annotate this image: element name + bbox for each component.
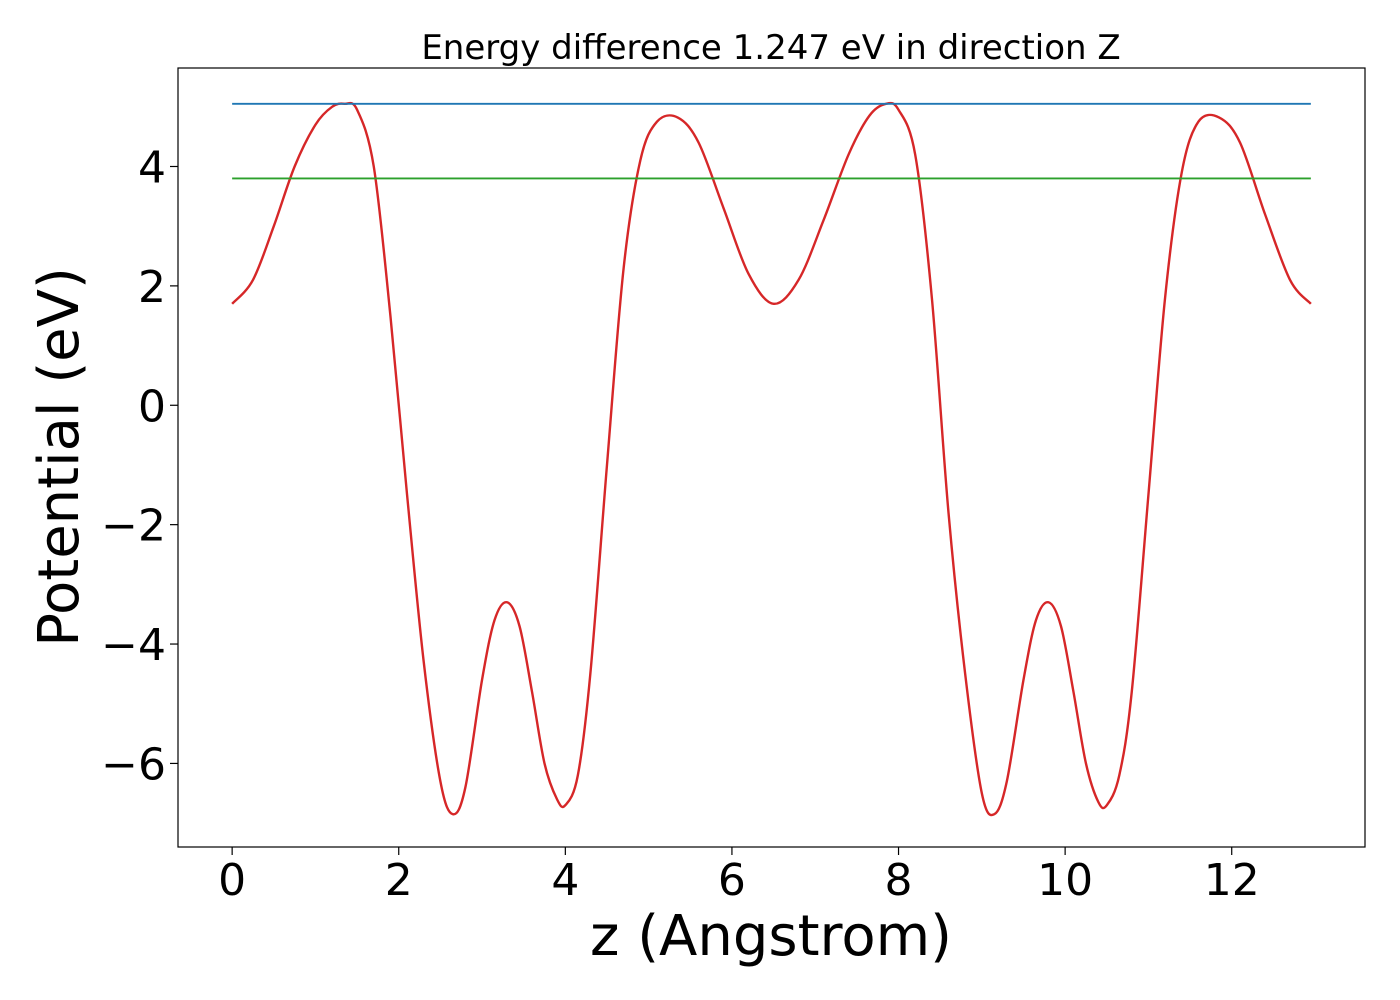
chart-title: Energy difference 1.247 eV in direction …	[421, 28, 1120, 68]
y-axis-label: Potential (eV)	[27, 267, 92, 647]
y-tick-label-4: 2	[138, 262, 166, 313]
y-axis: −6 −4 −2 0 2 4	[101, 142, 178, 790]
x-axis-label: z (Angstrom)	[590, 904, 952, 969]
x-tick-label-3: 6	[718, 855, 746, 906]
y-tick-label-5: 4	[138, 142, 166, 193]
series-line-0	[231, 101, 1312, 817]
x-axis: 0 2 4 6 8 10 12	[218, 847, 1260, 906]
series-layer	[231, 101, 1312, 817]
y-tick-label-3: 0	[138, 381, 166, 432]
x-tick-label-4: 8	[885, 855, 913, 906]
plot-frame	[177, 67, 1366, 848]
x-tick-label-5: 10	[1037, 855, 1093, 906]
y-tick-label-1: −4	[101, 620, 166, 671]
y-tick-label-2: −2	[101, 501, 166, 552]
x-tick-label-0: 0	[218, 855, 246, 906]
x-tick-label-1: 2	[385, 855, 413, 906]
x-tick-label-6: 12	[1204, 855, 1260, 906]
y-tick-label-0: −6	[101, 739, 166, 790]
x-tick-label-2: 4	[551, 855, 579, 906]
